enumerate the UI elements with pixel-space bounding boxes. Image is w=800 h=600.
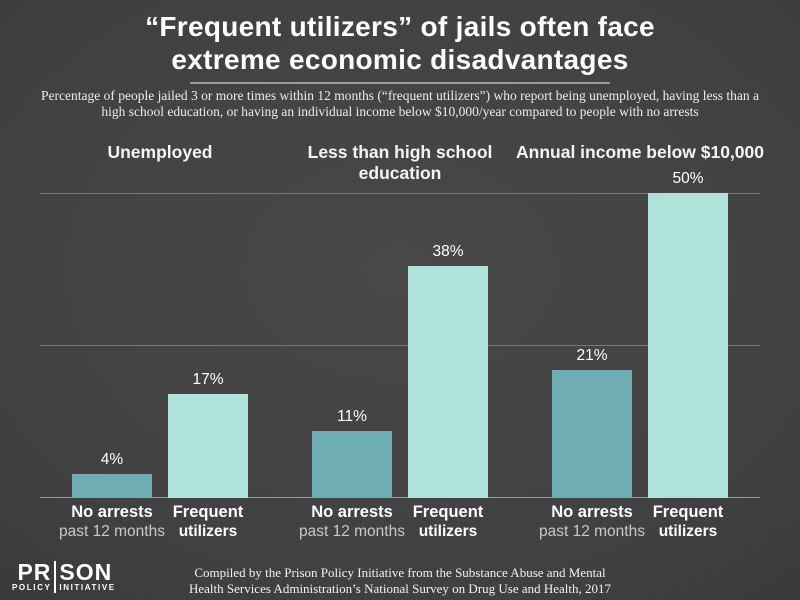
title-underline — [190, 82, 610, 84]
chart-subtitle: Percentage of people jailed 3 or more ti… — [41, 88, 759, 119]
prison-policy-initiative-logo: PR SON POLICY INITIATIVE — [12, 561, 116, 593]
title-line-2: extreme economic disadvantages — [171, 44, 629, 75]
category-label-no-arrests: No arrests past 12 months — [512, 503, 672, 541]
gridline-25-percent — [40, 345, 760, 346]
category-label-frequent-utilizers: Frequent utilizers — [608, 503, 768, 541]
bar-rect — [72, 473, 152, 498]
category-label-line1: Frequent — [412, 503, 484, 521]
bar-education-no-arrests: 11% — [312, 408, 392, 498]
category-label-line1: No arrests — [551, 503, 633, 521]
title-line-1: “Frequent utilizers” of jails often face — [145, 11, 655, 42]
bar-rect — [408, 266, 488, 498]
category-label-line2: utilizers — [418, 523, 478, 540]
logo-text-son: SON — [54, 561, 115, 584]
page-title: “Frequent utilizers” of jails often face… — [0, 10, 800, 76]
bar-unemployed-frequent-utilizers: 17% — [168, 371, 248, 498]
category-label-line1: No arrests — [71, 503, 153, 521]
bar-value-label: 50% — [672, 170, 704, 187]
source-line-1: Compiled by the Prison Policy Initiative… — [194, 565, 606, 580]
bar-education-frequent-utilizers: 38% — [408, 243, 488, 498]
category-label-frequent-utilizers: Frequent utilizers — [128, 503, 288, 541]
bar-value-label: 4% — [100, 450, 124, 468]
bar-value-label: 38% — [432, 243, 464, 261]
bar-value-label: 11% — [337, 407, 367, 425]
bar-income-frequent-utilizers: 50% — [648, 170, 728, 498]
bar-unemployed-no-arrests: 4% — [72, 451, 152, 498]
logo-text-pr: PR — [17, 559, 52, 585]
gridline-50-percent — [40, 193, 760, 194]
bar-value-label: 21% — [576, 346, 608, 364]
bar-income-no-arrests: 21% — [552, 347, 632, 498]
bar-rect — [648, 193, 728, 498]
category-label-line2: past 12 months — [59, 523, 165, 540]
logo-text-initiative: INITIATIVE — [54, 583, 115, 593]
bar-value-label: 17% — [192, 371, 224, 389]
category-label-line2: utilizers — [178, 523, 238, 540]
category-label-frequent-utilizers: Frequent utilizers — [368, 503, 528, 541]
category-label-line1: Frequent — [652, 503, 724, 521]
logo-text-policy: POLICY — [12, 583, 52, 592]
group-header-education: Less than high school education — [307, 142, 493, 183]
group-header-income: Annual income below $10,000 — [516, 142, 764, 162]
category-label-line1: No arrests — [311, 503, 393, 521]
axis-baseline — [40, 497, 760, 498]
category-label-line1: Frequent — [172, 503, 244, 521]
category-label-line2: utilizers — [658, 523, 718, 540]
bar-rect — [552, 369, 632, 498]
category-label-no-arrests: No arrests past 12 months — [32, 503, 192, 541]
category-label-line2: past 12 months — [299, 523, 405, 540]
bar-rect — [312, 430, 392, 498]
source-line-2: Health Services Administration’s Nationa… — [188, 580, 612, 596]
category-label-line2: past 12 months — [539, 523, 645, 540]
group-header-unemployed: Unemployed — [107, 142, 213, 162]
bar-rect — [168, 394, 248, 498]
category-label-no-arrests: No arrests past 12 months — [272, 503, 432, 541]
source-attribution: Compiled by the Prison Policy Initiative… — [0, 565, 800, 596]
